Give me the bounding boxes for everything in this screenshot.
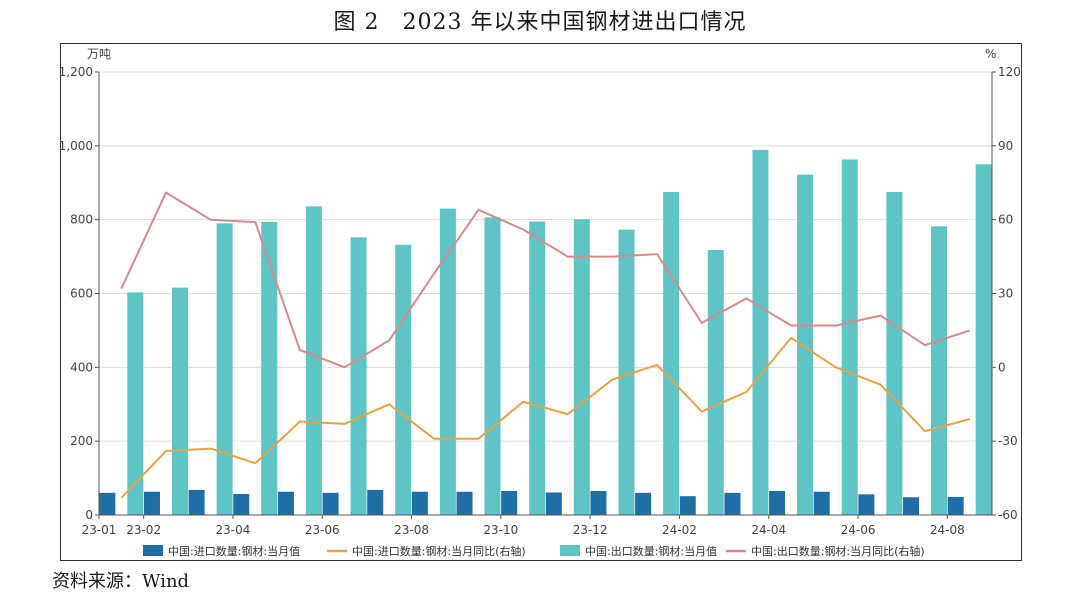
bar	[769, 491, 786, 515]
bar	[797, 174, 814, 515]
series-line	[120, 191, 971, 369]
left-tick-label: 200	[70, 434, 93, 448]
bar	[143, 491, 160, 515]
series-lines	[120, 191, 971, 499]
bar	[322, 492, 339, 515]
bar	[501, 491, 518, 515]
bar	[752, 149, 769, 515]
right-tick-label: 90	[998, 139, 1013, 153]
bar	[350, 237, 367, 516]
bar	[277, 491, 294, 515]
bar	[813, 491, 830, 515]
bar	[618, 229, 635, 516]
right-tick-label: 30	[998, 287, 1013, 301]
bar	[841, 159, 858, 515]
left-tick-label: 600	[70, 287, 93, 301]
bar	[171, 287, 188, 515]
bar	[305, 206, 322, 516]
x-tick-label: 23-04	[216, 523, 251, 537]
x-tick-label: 24-02	[662, 523, 697, 537]
legend-swatch	[560, 545, 580, 556]
bar	[411, 491, 428, 515]
bar	[127, 292, 144, 515]
bar	[261, 221, 278, 516]
bar	[188, 489, 205, 515]
x-tick-label: 24-06	[841, 523, 876, 537]
left-tick-label: 1,200	[59, 65, 93, 79]
left-tick-label: 800	[70, 213, 93, 227]
legend-label: 中国:出口数量:钢材:当月同比(右轴)	[751, 544, 925, 558]
left-tick-label: 400	[70, 360, 93, 374]
right-tick-label: 60	[998, 213, 1013, 227]
left-tick-label: 1,000	[59, 139, 93, 153]
source-note: 资料来源：Wind	[52, 571, 190, 592]
figure-title: 图 2 2023 年以来中国钢材进出口情况	[333, 10, 747, 35]
bar	[707, 249, 724, 515]
right-tick-label: -60	[998, 508, 1018, 522]
x-tick-label: 23-10	[483, 523, 518, 537]
bar	[484, 217, 501, 515]
bar	[886, 191, 903, 515]
bar	[635, 492, 652, 515]
bar	[545, 492, 562, 515]
bar	[233, 493, 250, 515]
right-axis-unit: %	[985, 47, 996, 61]
legend-label: 中国:进口数量:钢材:当月值	[168, 544, 300, 558]
bar	[99, 492, 116, 515]
x-tick-label: 23-08	[394, 523, 429, 537]
x-tick-label: 23-02	[126, 523, 161, 537]
gridlines	[99, 71, 992, 442]
chart-frame	[60, 43, 1022, 561]
bar	[395, 244, 412, 515]
right-tick-label: 120	[998, 65, 1021, 79]
bar	[903, 497, 920, 515]
legend: 中国:进口数量:钢材:当月值 中国:进口数量:钢材:当月同比(右轴) 中国:出口数量…	[143, 544, 925, 558]
x-tick-label: 23-06	[305, 523, 340, 537]
bar	[679, 496, 696, 515]
bar	[931, 226, 948, 516]
bar	[529, 221, 546, 515]
bars	[99, 149, 992, 516]
left-tick-label: 0	[85, 508, 93, 522]
bar	[216, 223, 233, 515]
x-tick-label: 24-04	[751, 523, 786, 537]
bar	[947, 496, 964, 515]
bar	[663, 191, 680, 515]
legend-label: 中国:进口数量:钢材:当月同比(右轴)	[352, 544, 526, 558]
right-tick-label: 0	[998, 360, 1006, 374]
bar	[724, 492, 741, 515]
x-tick-label: 23-12	[573, 523, 608, 537]
bar	[573, 219, 590, 516]
left-axis-unit: 万吨	[87, 47, 111, 61]
bar	[367, 489, 384, 515]
legend-swatch	[143, 545, 163, 556]
bar	[975, 164, 992, 515]
bar	[858, 494, 875, 515]
series-line	[120, 336, 970, 499]
x-tick-label: 24-08	[930, 523, 965, 537]
bar	[590, 491, 607, 515]
right-tick-label: -30	[998, 434, 1018, 448]
legend-label: 中国:出口数量:钢材:当月值	[585, 544, 717, 558]
bar	[456, 491, 473, 515]
x-tick-label: 23-01	[82, 523, 117, 537]
tick-labels: 0 200 400 600 800 1,000 1,200 -60 -30 0 30 60 90 120 2…	[59, 65, 1021, 537]
